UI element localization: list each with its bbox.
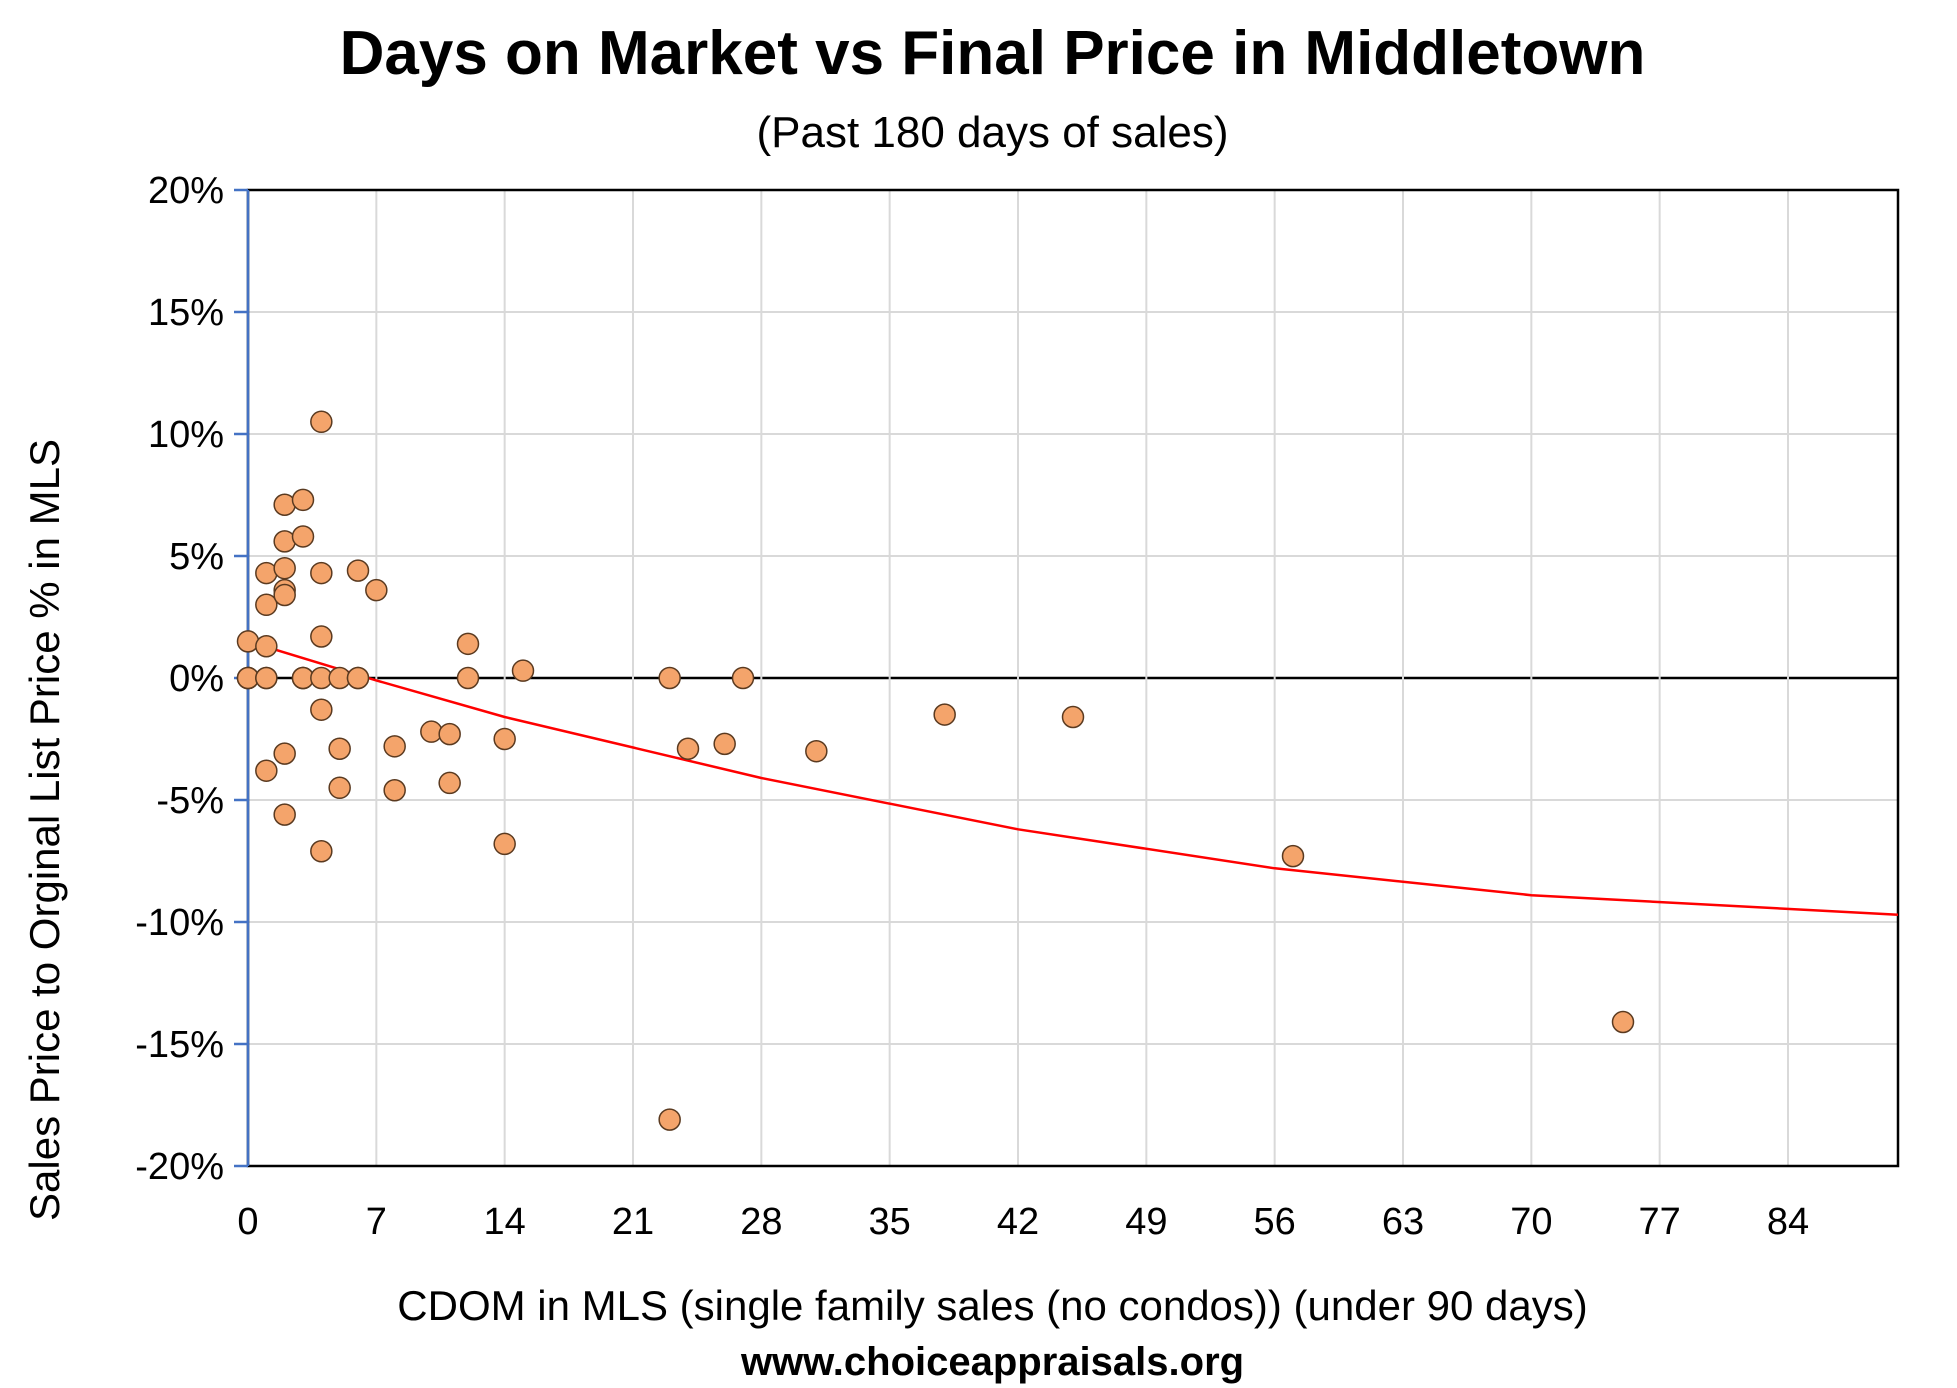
scatter-point <box>1061 705 1085 729</box>
scatter-point <box>255 759 278 782</box>
scatter-point <box>255 666 278 690</box>
scatter-point <box>456 666 480 690</box>
x-tick-label: 77 <box>1639 1201 1681 1243</box>
y-tick-label: 0% <box>169 658 224 700</box>
y-tick-label: 10% <box>148 414 224 456</box>
scatter-point <box>273 556 296 580</box>
scatter-point <box>658 666 681 690</box>
scatter-point <box>365 578 388 602</box>
scatter-point <box>328 737 351 761</box>
y-tick-label: 20% <box>148 170 224 212</box>
scatter-point <box>236 630 260 653</box>
chart-subtitle: (Past 180 days of sales) <box>756 108 1229 157</box>
scatter-point <box>346 666 370 690</box>
scatter-point <box>273 583 296 607</box>
x-tick-label: 84 <box>1767 1201 1809 1243</box>
scatter-point <box>273 803 296 826</box>
scatter-point <box>310 561 333 585</box>
x-tick-label: 70 <box>1510 1201 1552 1243</box>
y-tick-label: -15% <box>135 1024 224 1066</box>
scatter-point <box>291 488 315 512</box>
x-tick-label: 21 <box>612 1201 654 1243</box>
y-tick-label: 5% <box>169 536 224 578</box>
scatter-point <box>493 727 516 751</box>
scatter-point <box>310 698 333 721</box>
scatter-point <box>273 493 296 517</box>
scatter-point <box>255 593 278 617</box>
x-tick-label: 0 <box>237 1201 258 1243</box>
scatter-point <box>420 720 443 743</box>
scatter-point <box>310 839 333 863</box>
scatter-point <box>713 732 736 756</box>
scatter-point <box>658 1108 681 1131</box>
scatter-point <box>731 666 755 690</box>
scatter-point <box>383 778 406 802</box>
scatter-point <box>805 739 828 763</box>
x-tick-label: 14 <box>484 1201 526 1243</box>
x-tick-label: 7 <box>366 1201 387 1243</box>
scatter-point <box>676 737 700 761</box>
y-tick-label: -10% <box>135 902 224 944</box>
scatter-point <box>273 530 296 553</box>
scatter-point <box>493 832 516 856</box>
scatter-point <box>933 703 956 726</box>
chart-title: Days on Market vs Final Price in Middlet… <box>339 19 1646 88</box>
x-tick-label: 42 <box>997 1201 1039 1243</box>
scatter-point <box>346 559 370 582</box>
scatter-point <box>310 410 333 434</box>
scatter-point <box>438 722 461 746</box>
scatter-point <box>456 632 480 656</box>
x-tick-label: 49 <box>1125 1201 1167 1243</box>
footer-url: www.choiceappraisals.org <box>740 1340 1245 1384</box>
scatter-point <box>291 525 315 548</box>
scatter-point <box>1281 844 1305 868</box>
x-tick-label: 63 <box>1382 1201 1424 1243</box>
y-tick-label: 15% <box>148 292 224 334</box>
x-tick-label: 35 <box>869 1201 911 1243</box>
scatter-point <box>383 735 406 758</box>
scatter-point <box>511 659 535 682</box>
x-tick-label: 56 <box>1254 1201 1296 1243</box>
x-tick-label: 28 <box>740 1201 782 1243</box>
x-axis-label: CDOM in MLS (single family sales (no con… <box>397 1282 1588 1329</box>
y-tick-label: -20% <box>135 1146 224 1188</box>
trend-line <box>247 640 1899 916</box>
scatter-point <box>1611 1010 1635 1034</box>
scatter-point <box>438 771 461 795</box>
scatter-point <box>273 742 296 765</box>
scatter-point <box>255 635 278 658</box>
scatter-point <box>310 625 333 648</box>
scatter-point <box>255 561 278 585</box>
scatter-point <box>328 776 351 800</box>
y-tick-label: -5% <box>156 780 224 822</box>
